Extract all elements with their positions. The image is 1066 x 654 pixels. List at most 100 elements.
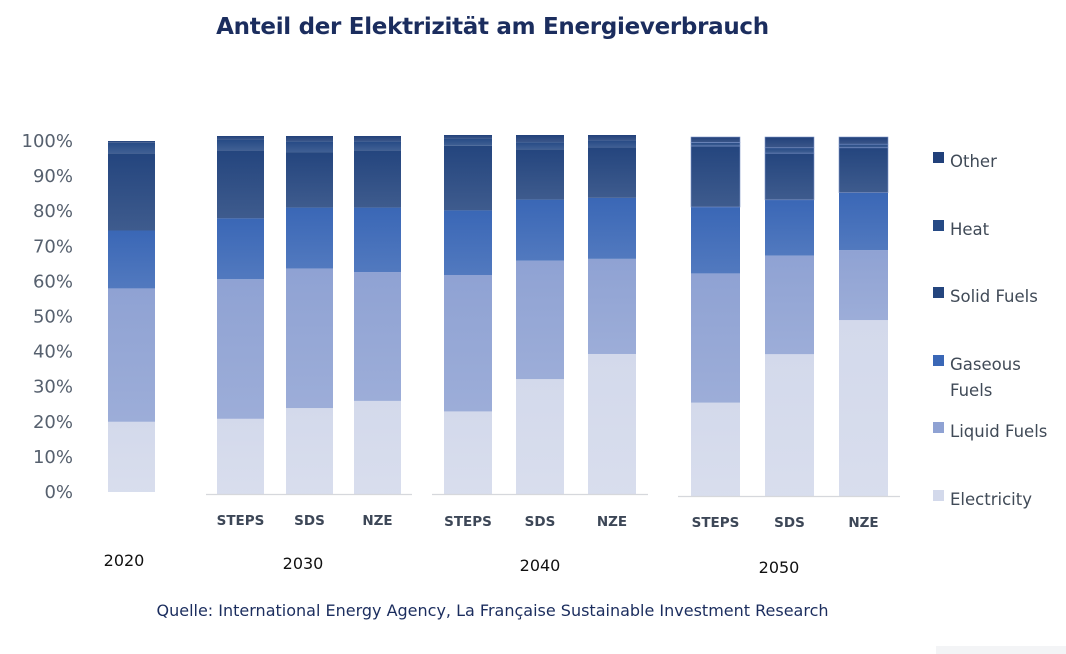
bar-segment-heat: [217, 139, 264, 151]
y-axis: 0% 10% 20% 30% 40% 50% 60% 70% 80% 90% 100%: [22, 131, 73, 503]
scenario-label: STEPS: [217, 513, 265, 529]
bar-segment-solid-fuels: [444, 145, 492, 211]
bar-segment-solid-fuels: [354, 150, 401, 208]
legend-label: Other: [950, 152, 997, 171]
y-tick-label: 30%: [33, 377, 73, 398]
scenario-label: SDS: [774, 515, 805, 531]
scenario-label: STEPS: [444, 514, 492, 530]
bar-segment-liquid-fuels: [286, 268, 333, 409]
bar-segment-gaseous-fuels: [588, 197, 636, 259]
scenario-label: NZE: [848, 515, 878, 531]
bar-segment-electricity: [108, 421, 155, 492]
source-note: Quelle: International Energy Agency, La …: [156, 601, 829, 620]
bar-segment-heat: [516, 142, 564, 150]
bar-segment-electricity: [765, 354, 814, 496]
bar-segment-other: [838, 136, 889, 145]
bar-segment-solid-fuels: [286, 152, 333, 208]
bar-segment-solid-fuels: [838, 147, 889, 193]
bar-segment-heat: [354, 141, 401, 151]
bar-segment-other: [217, 136, 264, 140]
bar-segment-other: [690, 136, 741, 143]
bar-segment-electricity: [839, 320, 888, 496]
bar-segment-heat: [108, 142, 155, 154]
scenario-label: SDS: [294, 513, 325, 529]
legend-label: Fuels: [950, 381, 992, 400]
legend-swatch: [933, 490, 944, 501]
legend-swatch: [933, 220, 944, 231]
scenario-label: STEPS: [692, 515, 740, 531]
bar-segment-electricity: [217, 418, 264, 494]
bar-segment-solid-fuels: [217, 150, 264, 219]
x-axis: 2020 STEPS SDS NZE 2030 STEPS SDS NZE 2040 STEPS S…: [104, 493, 900, 577]
bar-segment-solid-fuels: [690, 145, 741, 208]
bar-segment-gaseous-fuels: [354, 207, 401, 273]
y-tick-label: 90%: [33, 166, 73, 187]
bar-segment-electricity: [286, 408, 333, 494]
year-label: 2030: [283, 554, 324, 573]
bar-segment-gaseous-fuels: [839, 192, 888, 251]
bar-segment-liquid-fuels: [217, 279, 264, 419]
legend-label: Liquid Fuels: [950, 422, 1047, 441]
y-tick-label: 50%: [33, 307, 73, 328]
bar-segment-other: [764, 136, 815, 149]
scenario-label: SDS: [525, 514, 556, 530]
legend: Other Heat Solid Fuels Gaseous Fuels Liquid F…: [933, 152, 1047, 509]
bar-segment-heat: [444, 138, 492, 146]
bar-segment-other: [444, 135, 492, 139]
bar-segment-heat: [690, 142, 741, 147]
bar-segment-heat: [286, 141, 333, 153]
bar-segment-gaseous-fuels: [516, 199, 564, 261]
bar-segment-liquid-fuels: [108, 288, 155, 422]
bar-segment-gaseous-fuels: [108, 230, 155, 289]
bar-segment-other: [286, 136, 333, 142]
legend-label: Electricity: [950, 490, 1032, 509]
bar-segment-liquid-fuels: [444, 275, 492, 412]
bar-segment-electricity: [444, 411, 492, 494]
bar-segment-gaseous-fuels: [286, 207, 333, 269]
bar-segment-gaseous-fuels: [217, 218, 264, 280]
bar-segment-other: [516, 135, 564, 143]
bar-segment-solid-fuels: [516, 149, 564, 200]
bar-segment-liquid-fuels: [839, 250, 888, 321]
y-tick-label: 100%: [22, 131, 73, 152]
y-tick-label: 20%: [33, 412, 73, 433]
scenario-label: NZE: [362, 513, 392, 529]
bar-segment-other: [354, 136, 401, 142]
chart-title: Anteil der Elektrizität am Energieverbra…: [216, 14, 769, 40]
legend-swatch: [933, 152, 944, 163]
bar-segment-heat: [838, 143, 889, 149]
bar-segment-electricity: [354, 400, 401, 494]
bar-segment-electricity: [691, 402, 740, 496]
y-tick-label: 80%: [33, 201, 73, 222]
bar-segment-electricity: [588, 353, 636, 494]
y-tick-label: 0%: [44, 482, 73, 503]
legend-swatch: [933, 422, 944, 433]
y-tick-label: 60%: [33, 271, 73, 292]
bar-segment-solid-fuels: [764, 152, 815, 201]
legend-label: Solid Fuels: [950, 287, 1038, 306]
bar-segment-gaseous-fuels: [765, 199, 814, 256]
bars: [108, 135, 889, 496]
corner-strip: [936, 646, 1066, 654]
bar-segment-other: [588, 135, 636, 141]
legend-swatch: [933, 287, 944, 298]
bar-segment-liquid-fuels: [588, 258, 636, 354]
bar-segment-liquid-fuels: [691, 273, 740, 403]
bar-segment-solid-fuels: [108, 153, 155, 231]
bar-segment-other: [108, 141, 155, 143]
year-label: 2050: [759, 558, 800, 577]
bar-segment-liquid-fuels: [354, 272, 401, 401]
legend-swatch: [933, 355, 944, 366]
year-label: 2020: [104, 551, 145, 570]
bar-segment-electricity: [516, 379, 564, 494]
legend-label: Gaseous: [950, 355, 1021, 374]
bar-segment-gaseous-fuels: [691, 207, 740, 274]
y-tick-label: 10%: [33, 447, 73, 468]
y-tick-label: 70%: [33, 236, 73, 257]
year-label: 2040: [520, 556, 561, 575]
bar-segment-liquid-fuels: [516, 260, 564, 380]
bar-segment-gaseous-fuels: [444, 210, 492, 276]
scenario-label: NZE: [597, 514, 627, 530]
legend-label: Heat: [950, 220, 990, 239]
